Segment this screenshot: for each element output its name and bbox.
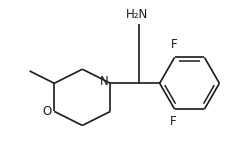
Text: F: F [170, 115, 176, 128]
Text: H₂N: H₂N [126, 8, 148, 21]
Text: F: F [171, 38, 178, 51]
Text: O: O [42, 105, 51, 118]
Text: N: N [100, 75, 109, 88]
